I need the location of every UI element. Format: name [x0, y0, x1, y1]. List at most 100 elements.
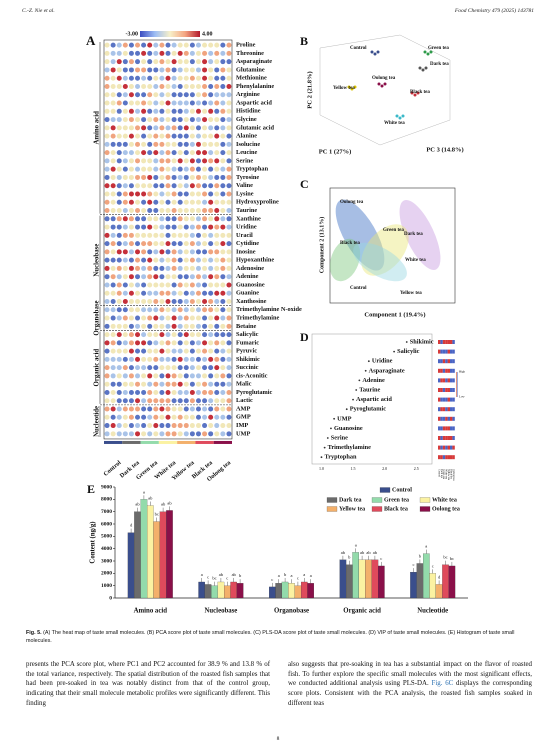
heatmap-cell: [202, 299, 208, 305]
vip-cell: [442, 368, 446, 373]
row-label: IMP: [236, 422, 248, 429]
heatmap-cell: [171, 257, 177, 263]
point-label: Black tea: [340, 241, 360, 246]
significance-label: a: [310, 573, 312, 578]
significance-label: a: [355, 542, 357, 547]
heatmap-cell: [226, 257, 232, 263]
significance-label: a: [201, 572, 203, 577]
heatmap-cell: [214, 117, 220, 123]
heatmap-cell: [110, 274, 116, 280]
heatmap-cell: [183, 133, 189, 139]
heatmap-cell: [104, 282, 110, 288]
heatmap-cell: [135, 83, 141, 89]
figure-link[interactable]: Fig. 6C: [431, 680, 454, 688]
heatmap-cell: [214, 406, 220, 412]
heatmap-cell: [104, 108, 110, 114]
heatmap-cell: [165, 282, 171, 288]
heatmap-cell: [159, 67, 165, 73]
heatmap-cell: [202, 108, 208, 114]
bar: [140, 499, 148, 599]
row-label: Tyrosine: [236, 174, 259, 181]
heatmap-cell: [226, 348, 232, 354]
heatmap-cell: [122, 108, 128, 114]
heatmap-cell: [171, 299, 177, 305]
heatmap-cell: [141, 133, 147, 139]
heatmap-cell: [226, 141, 232, 147]
heatmap-cell: [208, 381, 214, 387]
bar: [365, 559, 372, 599]
heatmap-cell: [110, 365, 116, 371]
heatmap-cell: [159, 274, 165, 280]
heatmap-cell: [128, 42, 134, 48]
heatmap-cell: [159, 125, 165, 131]
heatmap-cell: [141, 373, 147, 379]
heatmap-cell: [165, 274, 171, 280]
heatmap-cell: [104, 191, 110, 197]
heatmap-cell: [141, 191, 147, 197]
heatmap-cell: [116, 174, 122, 180]
heatmap-cell: [220, 83, 226, 89]
heatmap-cell: [122, 241, 128, 247]
heatmap-cell: [202, 92, 208, 98]
heatmap-cell: [147, 249, 153, 255]
heatmap-cell: [147, 208, 153, 214]
heatmap-cell: [202, 208, 208, 214]
heatmap-cell: [171, 307, 177, 313]
row-label: Methionine: [236, 75, 267, 82]
heatmap-cell: [208, 42, 214, 48]
colorbar: [140, 31, 200, 37]
heatmap-cell: [159, 257, 165, 263]
vip-cell: [438, 359, 441, 364]
caption: Fig. 5. (A) The heat map of taste small …: [26, 630, 532, 645]
heatmap-cell: [208, 274, 214, 280]
vip-cell: [440, 378, 443, 383]
heatmap-cell: [135, 50, 141, 56]
heatmap-cell: [104, 216, 110, 222]
heatmap-cell: [226, 83, 232, 89]
heatmap-cell: [128, 315, 134, 321]
vip-cell: [452, 416, 455, 421]
heatmap-cell: [135, 199, 141, 205]
heatmap-cell: [208, 348, 214, 354]
heatmap-cell: [141, 83, 147, 89]
heatmap-cell: [195, 356, 201, 362]
row-label: Phenylalanine: [236, 83, 274, 90]
score-point: [395, 114, 399, 118]
heatmap-cell: [214, 249, 220, 255]
vip-cell: [440, 445, 443, 450]
heatmap-cell: [202, 265, 208, 271]
vip-cell: [440, 407, 443, 412]
heatmap-cell: [220, 257, 226, 263]
heatmap-cell: [147, 92, 153, 98]
heatmap-cell: [171, 108, 177, 114]
heatmap-cell: [189, 67, 195, 73]
row-label: UMP: [236, 430, 250, 437]
heatmap-cell: [226, 332, 232, 338]
significance-label: b: [348, 555, 351, 560]
heatmap-cell: [110, 83, 116, 89]
heatmap-cell: [135, 315, 141, 321]
heatmap-cell: [135, 42, 141, 48]
heatmap-cell: [202, 150, 208, 156]
score-point: [347, 85, 351, 89]
x-tick-label: Nucleotide: [417, 608, 448, 615]
heatmap-cell: [195, 241, 201, 247]
heatmap-cell: [202, 166, 208, 172]
heatmap-cell: [135, 290, 141, 296]
feature-label: Aspartic acid: [356, 396, 392, 403]
heatmap-cell: [195, 414, 201, 420]
heatmap-cell: [202, 257, 208, 263]
heatmap-cell: [122, 398, 128, 404]
vip-cell: [445, 368, 448, 373]
vip-cell: [442, 407, 446, 412]
vip-cell: [447, 378, 450, 383]
heatmap-cell: [128, 83, 134, 89]
heatmap-cell: [220, 191, 226, 197]
significance-label: d: [438, 574, 441, 579]
heatmap-cell: [147, 158, 153, 164]
heatmap-cell: [122, 133, 128, 139]
score-point: [380, 84, 384, 88]
bar: [371, 559, 379, 599]
vip-cell: [438, 388, 441, 392]
heatmap-cell: [141, 117, 147, 123]
